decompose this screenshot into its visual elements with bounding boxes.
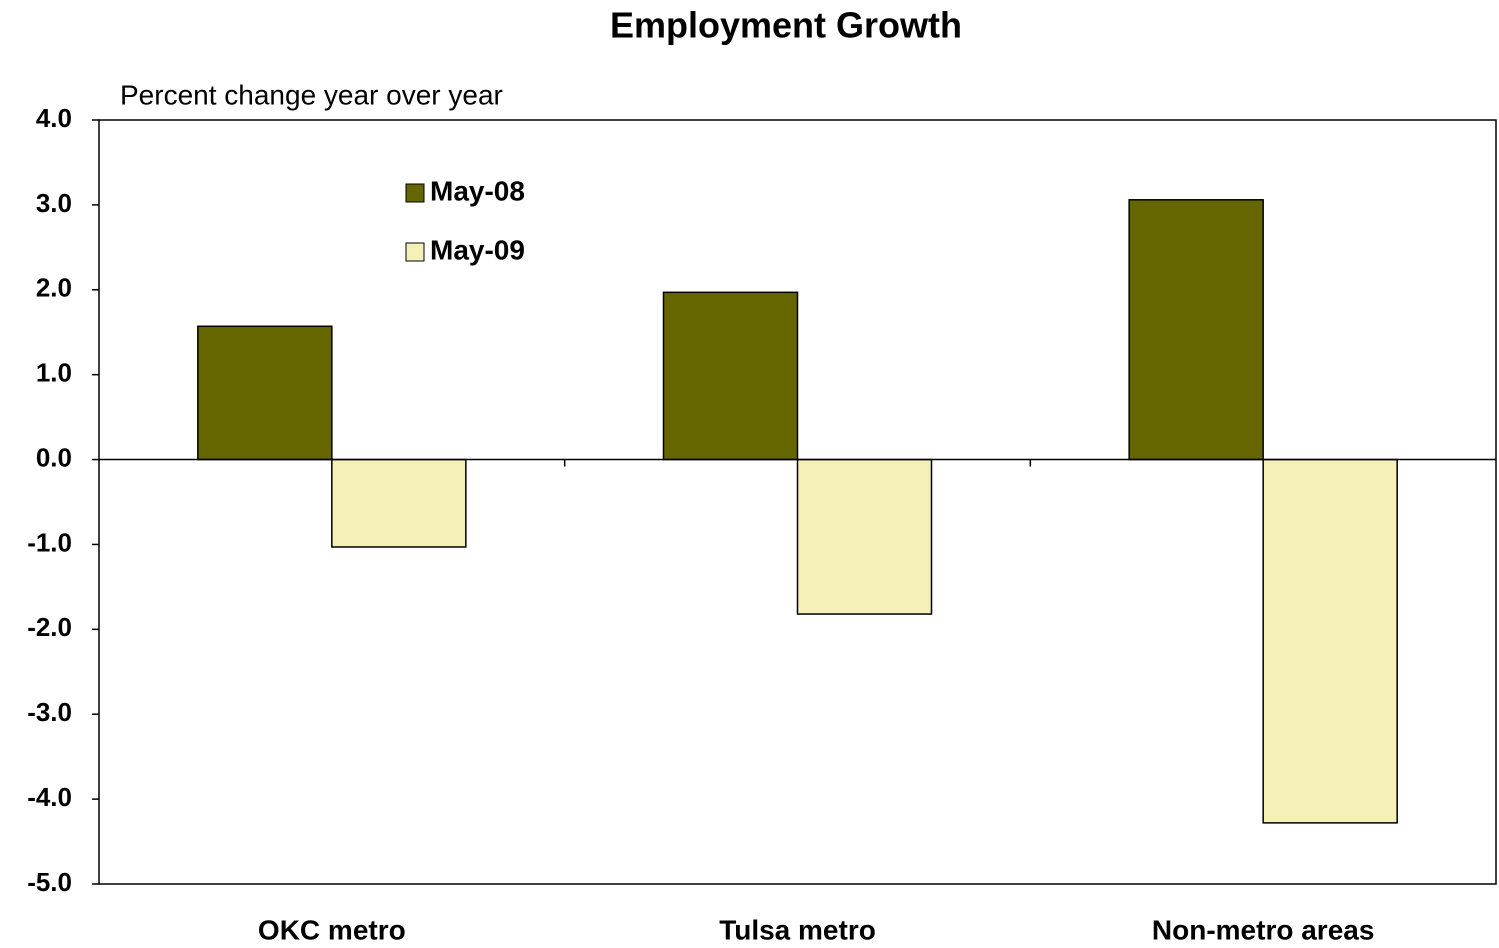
y-tick-label: 0.0: [36, 442, 72, 472]
y-tick-label: -2.0: [27, 612, 72, 642]
legend-swatch: [405, 183, 425, 203]
x-tick-label: Non-metro areas: [1152, 914, 1375, 945]
axis-subtitle: Percent change year over year: [120, 79, 503, 110]
legend-label: May-09: [430, 234, 525, 265]
bar: [662, 291, 799, 461]
legend-label: May-08: [430, 175, 525, 206]
bar: [796, 458, 933, 615]
y-tick-label: 4.0: [36, 103, 72, 133]
y-tick-label: -4.0: [27, 782, 72, 812]
bar: [1128, 199, 1264, 461]
legend-swatch: [405, 242, 425, 262]
x-tick-label: OKC metro: [258, 914, 406, 945]
y-tick-label: -3.0: [27, 697, 72, 727]
y-tick-label: 1.0: [36, 358, 72, 388]
x-tick-label: Tulsa metro: [719, 914, 876, 945]
plot-frame: [98, 119, 1497, 885]
y-tick-label: -5.0: [27, 867, 72, 897]
chart-title: Employment Growth: [610, 5, 962, 46]
bar: [1262, 458, 1398, 824]
y-tick-label: 2.0: [36, 273, 72, 303]
y-tick-label: 3.0: [36, 188, 72, 218]
bar: [331, 458, 467, 548]
y-tick-label: -1.0: [27, 527, 72, 557]
bar: [197, 325, 333, 461]
